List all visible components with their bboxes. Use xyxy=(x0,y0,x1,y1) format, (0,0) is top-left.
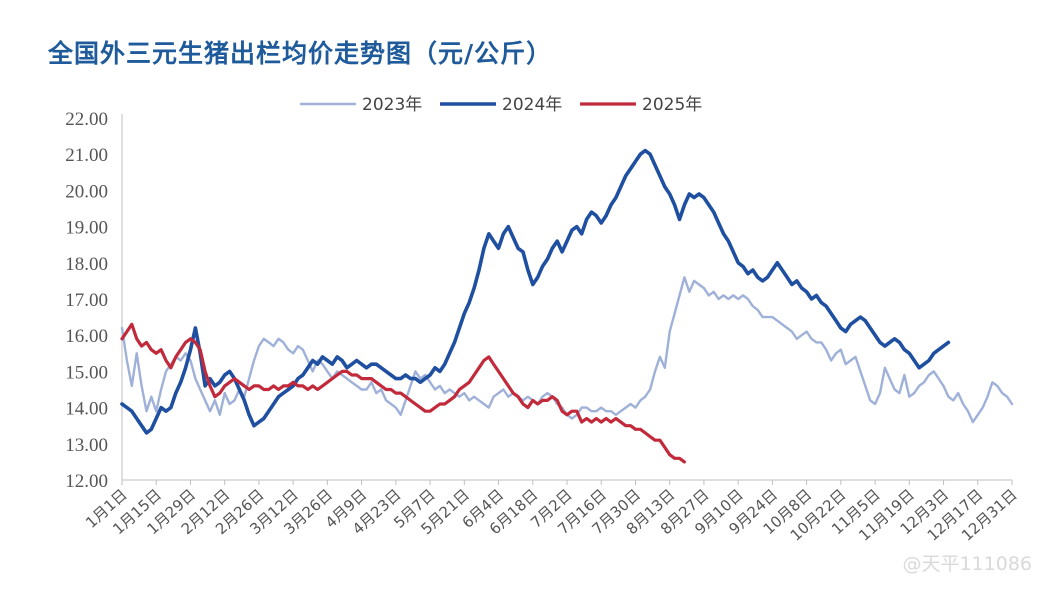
y-tick-label: 21.00 xyxy=(65,145,108,166)
y-tick-label: 20.00 xyxy=(65,181,108,202)
y-tick-label: 22.00 xyxy=(65,109,108,130)
y-tick-label: 16.00 xyxy=(65,326,108,347)
legend-label: 2024年 xyxy=(502,95,562,115)
y-tick-label: 18.00 xyxy=(65,254,108,275)
y-tick-label: 17.00 xyxy=(65,290,108,311)
series-line-2024年 xyxy=(120,148,951,435)
y-tick-label: 19.00 xyxy=(65,218,108,239)
watermark: @天平111086 xyxy=(902,553,1032,575)
x-axis-ticks: 1月1日1月15日1月29日2月12日2月26日3月12日3月26日4月9日4月… xyxy=(82,480,1021,545)
legend-label: 2025年 xyxy=(642,95,702,115)
chart-title: 全国外三元生猪出栏均价走势图（元/公斤） xyxy=(48,39,553,68)
series-line-2023年 xyxy=(120,276,1014,424)
legend-label: 2023年 xyxy=(362,95,422,115)
series-line-2025年 xyxy=(120,322,686,464)
y-tick-label: 14.00 xyxy=(65,399,108,420)
series-group xyxy=(120,148,1014,464)
legend: 2023年 2024年 2025年 xyxy=(300,95,702,115)
y-tick-label: 15.00 xyxy=(65,362,108,383)
y-tick-label: 13.00 xyxy=(65,435,108,456)
y-axis-ticks: 12.00 13.00 14.00 15.00 16.00 17.00 18.00 19.00… xyxy=(65,109,108,492)
y-tick-label: 12.00 xyxy=(65,471,108,492)
